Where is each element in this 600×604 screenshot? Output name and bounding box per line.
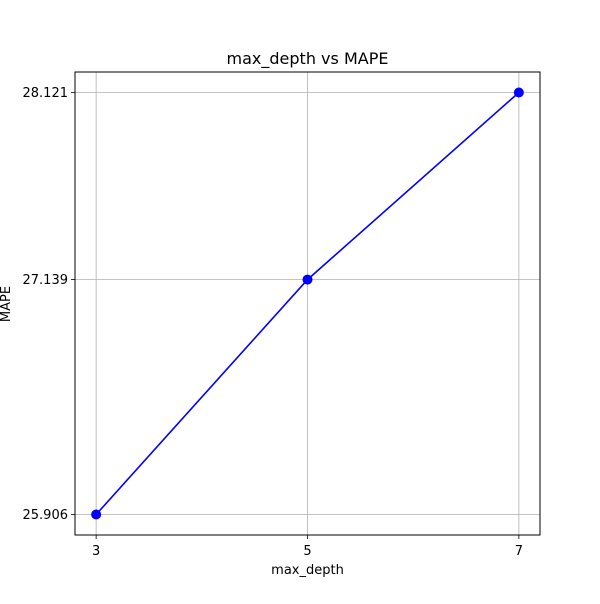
y-tick-label: 28.121: [23, 86, 69, 101]
y-axis-ticks: 25.906 27.139 28.121: [23, 86, 75, 523]
data-point: [302, 274, 313, 285]
y-tick-label: 27.139: [23, 273, 69, 288]
data-markers: [91, 87, 524, 520]
x-tick-label: 3: [92, 544, 100, 559]
grid-lines: [75, 72, 540, 535]
x-tick-label: 5: [303, 544, 311, 559]
x-axis-label: max_depth: [271, 563, 344, 578]
y-tick-label: 25.906: [23, 508, 69, 523]
x-tick-label: 7: [515, 544, 523, 559]
y-axis-label: MAPE: [0, 286, 14, 322]
x-axis-ticks: 3 5 7: [92, 535, 523, 559]
data-point: [513, 87, 524, 98]
chart-title: max_depth vs MAPE: [227, 49, 389, 69]
data-point: [91, 509, 102, 520]
